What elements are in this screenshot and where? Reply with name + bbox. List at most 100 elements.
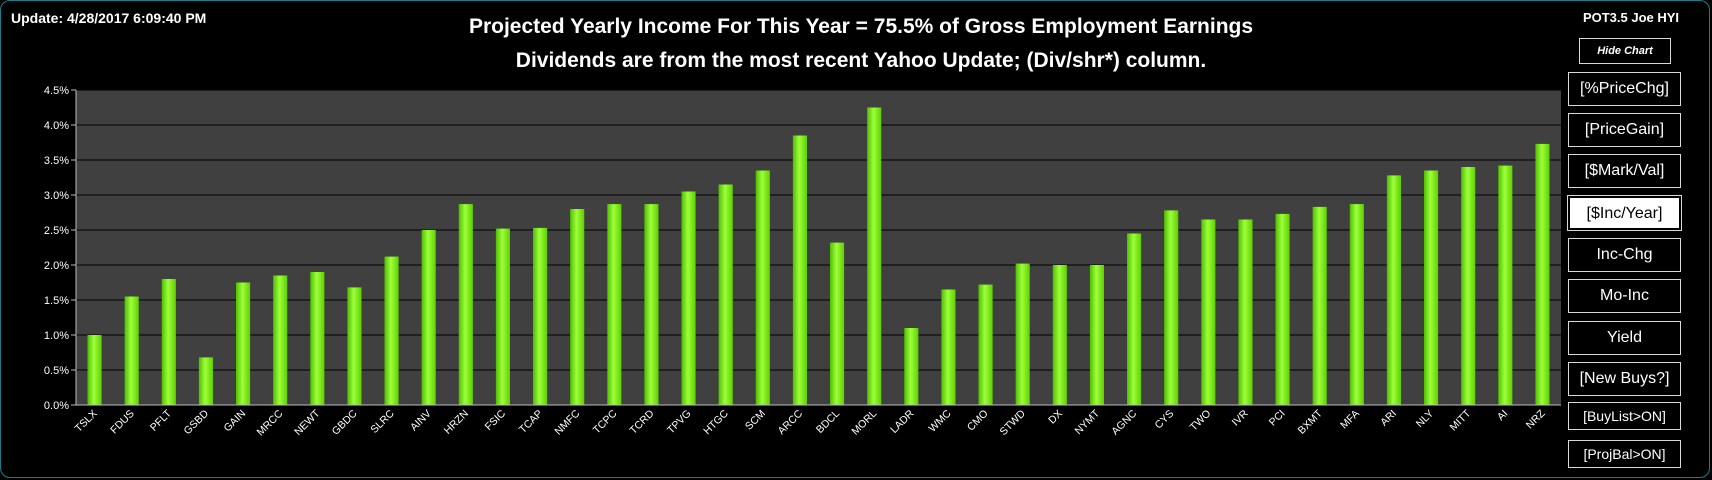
x-category-label: TSLX: [73, 408, 100, 435]
bar-pflt: [161, 279, 176, 405]
bar-chart: 0.0% 0.5% 1.0% 1.5% 2.0% 2.5% 3.0% 3.5% 4.0% 4.5%…: [44, 85, 1561, 438]
y-tick-label: 3.0%: [44, 190, 69, 202]
y-tick-label: 2.5%: [44, 225, 69, 237]
plot-area: [76, 90, 1561, 405]
x-category-label: PFLT: [148, 407, 175, 434]
bar-agnc: [1127, 233, 1142, 405]
x-category-label: AI: [1495, 408, 1511, 424]
x-category-label: TCAP: [517, 408, 545, 436]
bar-stwd: [1015, 263, 1030, 405]
bar-tcpc: [607, 204, 622, 405]
bar-scm: [755, 170, 770, 405]
x-category-label: NEWT: [292, 407, 323, 438]
x-category-label: NYMT: [1073, 407, 1103, 437]
update-timestamp: Update: 4/28/2017 6:09:40 PM: [11, 10, 207, 26]
bar-cmo: [978, 284, 993, 405]
bar-tcap: [533, 227, 548, 405]
x-category-label: STWD: [997, 407, 1028, 438]
x-category-label: BDCL: [814, 408, 842, 436]
bar-tpvg: [681, 191, 696, 405]
yield-button[interactable]: Yield: [1568, 321, 1681, 355]
x-category-label: AINV: [408, 408, 434, 434]
bar-gain: [236, 282, 251, 405]
inc-year-button[interactable]: [$Inc/Year]: [1567, 195, 1682, 231]
x-category-label: GSBD: [182, 407, 212, 437]
bar-nly: [1424, 170, 1439, 405]
bar-two: [1201, 219, 1216, 405]
x-category-label: NLY: [1414, 408, 1436, 430]
x-category-label: ARI: [1378, 408, 1399, 429]
bar-mitt: [1461, 167, 1476, 405]
mark-val-button[interactable]: [$Mark/Val]: [1568, 154, 1681, 188]
x-category-label: TPVG: [665, 408, 694, 437]
chart-title-line2: Dividends are from the most recent Yahoo…: [515, 49, 1207, 72]
bar-mrcc: [273, 275, 288, 405]
bar-bxmt: [1312, 206, 1327, 405]
y-tick-label: 1.0%: [44, 330, 69, 342]
bar-gbdc: [347, 287, 362, 405]
x-category-label: DX: [1046, 408, 1065, 427]
y-tick-label: 4.5%: [44, 85, 69, 97]
projbal-on-button[interactable]: [ProjBal>ON]: [1568, 440, 1681, 468]
x-category-label: ARCC: [776, 407, 806, 437]
pricechg-pct-button[interactable]: [%PriceChg]: [1568, 72, 1681, 106]
bar-mfa: [1349, 204, 1364, 405]
x-category-label: TCRD: [627, 407, 656, 436]
bar-hrzn: [458, 204, 473, 405]
pricegain-button[interactable]: [PriceGain]: [1568, 113, 1681, 147]
x-category-label: MRCC: [255, 407, 286, 438]
x-category-label: TWO: [1188, 408, 1214, 434]
x-category-label: GAIN: [222, 408, 249, 435]
bar-ladr: [904, 328, 919, 405]
bar-fsic: [495, 228, 510, 405]
x-category-label: IVR: [1230, 407, 1251, 428]
bar-tcrd: [644, 204, 659, 405]
x-category-label: FDUS: [108, 408, 137, 437]
bar-ivr: [1238, 219, 1253, 405]
bar-dx: [1052, 265, 1067, 405]
x-category-label: GBDC: [330, 407, 360, 437]
hide-chart-button[interactable]: Hide Chart: [1579, 38, 1671, 64]
inc-chg-button[interactable]: Inc-Chg: [1568, 238, 1681, 272]
bar-htgc: [718, 184, 733, 405]
x-category-label: SLRC: [368, 407, 397, 436]
y-tick-label: 4.0%: [44, 120, 69, 132]
x-category-label: AGNC: [1109, 407, 1139, 437]
chart-title-line1: Projected Yearly Income For This Year = …: [468, 15, 1254, 38]
x-category-label: HTGC: [701, 407, 731, 437]
bar-morl: [867, 107, 882, 405]
bar-wmc: [941, 289, 956, 405]
bar-arcc: [792, 135, 807, 405]
y-tick-label: 0.5%: [44, 365, 69, 377]
new-buys-button[interactable]: [New Buys?]: [1568, 362, 1681, 396]
bar-ai: [1498, 165, 1513, 405]
x-category-label: NMFC: [552, 407, 582, 437]
bar-pci: [1275, 213, 1290, 405]
bar-ainv: [421, 230, 436, 405]
bar-fdus: [124, 296, 139, 405]
x-category-label: LADR: [888, 407, 917, 436]
bar-nrz: [1535, 143, 1550, 405]
x-category-label: SCM: [743, 408, 768, 433]
x-category-label: CMO: [965, 408, 991, 434]
y-tick-label: 2.0%: [44, 260, 69, 272]
bar-nymt: [1089, 265, 1104, 405]
y-tick-label: 1.5%: [44, 295, 69, 307]
x-category-label: MITT: [1447, 407, 1473, 433]
mo-inc-button[interactable]: Mo-Inc: [1568, 279, 1681, 313]
bar-ari: [1386, 175, 1401, 405]
bar-slrc: [384, 256, 399, 405]
bar-gsbd: [198, 357, 213, 405]
x-category-label: TCPC: [591, 407, 620, 436]
x-category-label: HRZN: [442, 408, 471, 437]
bar-tslx: [87, 335, 102, 405]
x-category-label: FSIC: [483, 407, 509, 433]
x-category-label: NRZ: [1524, 407, 1548, 431]
y-tick-label: 3.5%: [44, 155, 69, 167]
x-category-label: MORL: [849, 408, 879, 438]
bar-cys: [1164, 210, 1179, 405]
buylist-on-button[interactable]: [BuyList>ON]: [1568, 402, 1681, 430]
x-category-label: CYS: [1153, 408, 1177, 432]
x-category-label: MFA: [1338, 408, 1362, 432]
